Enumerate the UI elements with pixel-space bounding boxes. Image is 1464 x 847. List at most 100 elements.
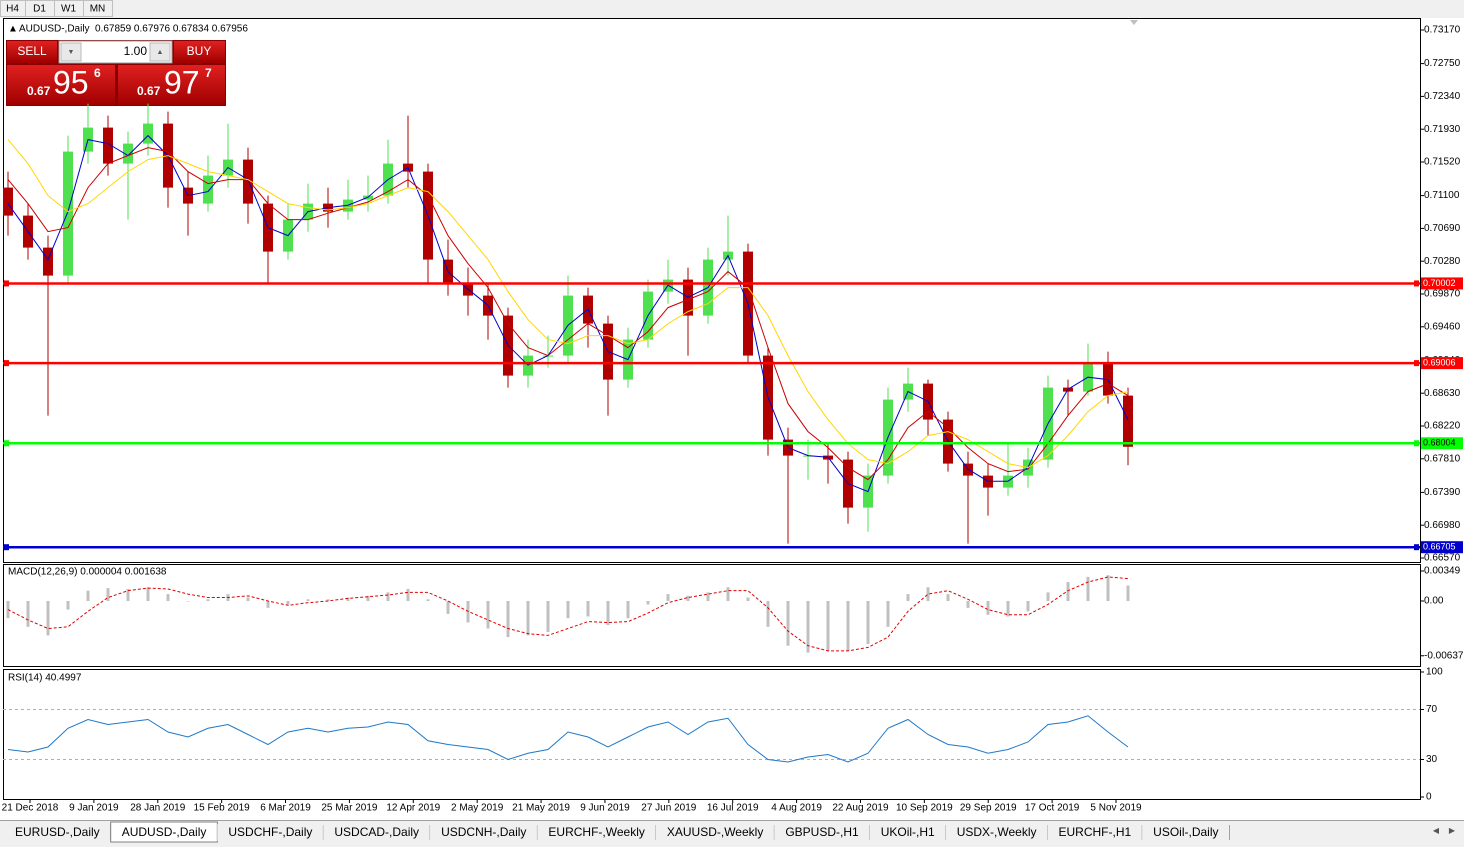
ask-prefix[interactable]: 0.67: [137, 84, 161, 98]
ask-box[interactable]: [118, 65, 225, 105]
chart-tab-bg[interactable]: [1047, 824, 1143, 841]
moving-average: [7, 139, 1129, 469]
level-handle: [4, 440, 9, 447]
x-tick-label: 10 Sep 2019: [896, 803, 953, 814]
timeframe-label[interactable]: D1: [33, 4, 46, 15]
macd-bar: [346, 597, 350, 601]
timeframe-button[interactable]: [83, 0, 113, 17]
macd-bar: [106, 588, 110, 601]
lot-input[interactable]: [58, 40, 173, 64]
chart-tab[interactable]: USOil-,Daily: [1142, 824, 1231, 841]
lot-up-arrow[interactable]: ▲: [157, 49, 164, 56]
chart-tab-bg[interactable]: [945, 824, 1048, 841]
chart-tab-bg[interactable]: [430, 824, 538, 841]
chart-tab-bg[interactable]: [217, 824, 324, 841]
sell-label[interactable]: SELL: [17, 44, 47, 58]
chart-tab-label[interactable]: XAUUSD-,Weekly: [667, 825, 763, 839]
chart-tab[interactable]: UKOil-,H1: [869, 824, 947, 841]
chart-tab[interactable]: USDX-,Weekly: [945, 824, 1048, 841]
macd-tick-label: 0.00349: [1424, 566, 1461, 577]
macd-bar: [1006, 600, 1010, 617]
ask-big[interactable]: 97: [164, 64, 200, 100]
chart-tab[interactable]: USDCHF-,Daily: [217, 824, 324, 841]
rsi-tick-label: 70: [1426, 704, 1438, 715]
buy-button[interactable]: [174, 41, 225, 63]
chart-tab-bg[interactable]: [4, 824, 111, 841]
x-tick-label: 21 May 2019: [512, 803, 570, 814]
sell-button[interactable]: [7, 41, 57, 63]
candle-body: [123, 143, 133, 164]
level-handle: [4, 360, 9, 367]
chart-tab-label[interactable]: USDCNH-,Daily: [441, 825, 526, 839]
chart-tab-label[interactable]: EURCHF-,H1: [1059, 825, 1132, 839]
timeframe-label[interactable]: W1: [61, 4, 76, 15]
macd-bar: [86, 590, 90, 601]
x-tick-label: 28 Jan 2019: [130, 803, 185, 814]
level-label: 0.68004: [1423, 438, 1456, 448]
candle-body: [1123, 395, 1133, 447]
x-tick-label: 17 Oct 2019: [1025, 803, 1080, 814]
candle-body: [143, 123, 153, 144]
chart-tab-bg[interactable]: [869, 824, 946, 841]
chart-tab[interactable]: AUDUSD-,Daily: [110, 821, 218, 843]
bid-small[interactable]: 6: [94, 66, 101, 80]
level-tag: [1421, 357, 1463, 370]
timeframe-label[interactable]: H4: [6, 4, 19, 15]
x-tick-label: 21 Dec 2018: [2, 803, 59, 814]
macd-bar: [766, 600, 770, 627]
macd-bar: [26, 600, 30, 627]
chart-tab[interactable]: XAUUSD-,Weekly: [655, 824, 775, 841]
candle-body: [243, 159, 253, 204]
chart-tab[interactable]: EURUSD-,Daily: [4, 824, 112, 841]
macd-bar: [706, 592, 710, 601]
x-tick-label: 2 May 2019: [451, 803, 504, 814]
lot-down[interactable]: [60, 42, 82, 62]
level-handle: [4, 280, 9, 287]
chart-tab[interactable]: EURCHF-,H1: [1047, 824, 1143, 841]
chart-tab[interactable]: USDCNH-,Daily: [430, 824, 538, 841]
macd-bar: [986, 600, 990, 615]
chart-tab-label[interactable]: EURUSD-,Daily: [15, 825, 100, 839]
macd-bar: [146, 587, 150, 601]
chart-tab-label[interactable]: USOil-,Daily: [1153, 825, 1218, 839]
chart-tab-label[interactable]: UKOil-,H1: [881, 825, 935, 839]
chart-tab-bg[interactable]: [1142, 824, 1230, 841]
chart-tab[interactable]: EURCHF-,Weekly: [537, 824, 657, 841]
lot-down-arrow[interactable]: ▼: [68, 49, 75, 56]
chart-tab-label[interactable]: USDCHF-,Daily: [228, 825, 312, 839]
lot-up[interactable]: [149, 42, 171, 62]
candle-body: [3, 187, 13, 216]
toolbar: [0, 0, 1464, 18]
chart-tab-label[interactable]: AUDUSD-,Daily: [122, 825, 207, 839]
chart-tab-bg[interactable]: [537, 824, 656, 841]
macd-bar: [906, 594, 910, 601]
y-tick-label: 0.67390: [1424, 487, 1461, 498]
chart-tab-label[interactable]: USDX-,Weekly: [957, 825, 1037, 839]
buy-label[interactable]: BUY: [187, 44, 212, 58]
candle-body: [43, 247, 53, 276]
tab-scroll-left[interactable]: ◀: [1433, 826, 1440, 835]
macd-bar: [446, 600, 450, 614]
bid-big[interactable]: 95: [53, 64, 89, 100]
level-handle: [1414, 360, 1419, 367]
chart-tab-bg[interactable]: [323, 824, 431, 841]
chart-title: AUDUSD-,Daily: [19, 24, 90, 35]
chart-tab-bg[interactable]: [655, 824, 775, 841]
chart-tab-bg[interactable]: [774, 824, 870, 841]
tab-scroll-right[interactable]: ▶: [1449, 826, 1456, 835]
y-tick-label: 0.69870: [1424, 289, 1461, 300]
chart-tab[interactable]: GBPUSD-,H1: [774, 824, 871, 841]
lot-value[interactable]: 1.00: [124, 44, 148, 58]
ask-small[interactable]: 7: [205, 66, 212, 80]
bid-prefix[interactable]: 0.67: [27, 84, 51, 98]
bid-box[interactable]: [7, 65, 115, 105]
macd-bar: [306, 599, 310, 601]
chart-tab-label[interactable]: EURCHF-,Weekly: [548, 825, 644, 839]
chart-tab[interactable]: USDCAD-,Daily: [323, 824, 431, 841]
chart-tab-label[interactable]: USDCAD-,Daily: [334, 825, 419, 839]
timeframe-label[interactable]: MN: [90, 4, 106, 15]
chart-tab-label[interactable]: GBPUSD-,H1: [785, 825, 859, 839]
y-tick-label: 0.70690: [1424, 223, 1461, 234]
level-handle: [1414, 280, 1419, 287]
